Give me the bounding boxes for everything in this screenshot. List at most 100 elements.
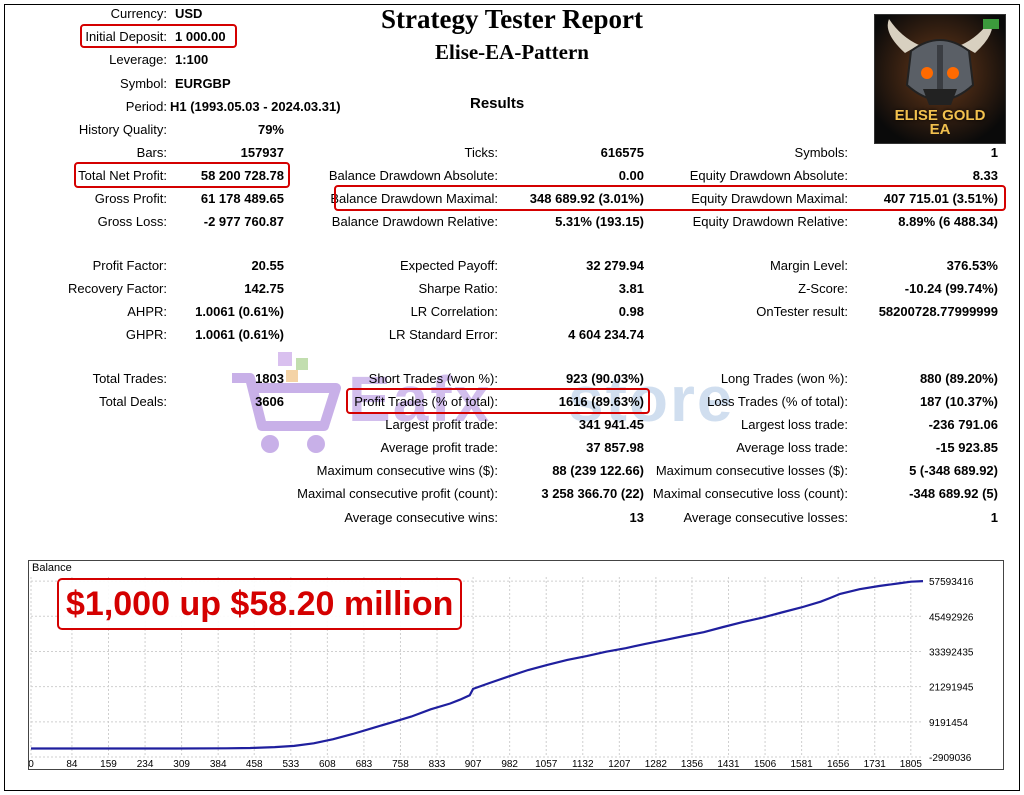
period-label: Period: (125, 99, 167, 114)
bars-label: Bars: (136, 145, 167, 160)
maximal-consec-profit-label: Maximal consecutive profit (count): (297, 486, 498, 501)
equity-dd-rel-label: Equity Drawdown Relative: (692, 214, 848, 229)
ticks-label: Ticks: (464, 145, 498, 160)
avg-consec-losses-value: 1 (990, 510, 998, 525)
logo-text-line2: EA (929, 121, 951, 138)
balance-dd-abs-label: Balance Drawdown Absolute: (328, 168, 498, 183)
watermark-text-2: store (568, 363, 735, 435)
gross-profit-label: Gross Profit: (94, 191, 167, 206)
max-consec-losses-label: Maximum consecutive losses ($): (655, 463, 848, 478)
elise-gold-logo: ELISE GOLD EA (874, 14, 1006, 144)
x-tick-label: 1057 (535, 759, 558, 769)
symbol-label: Symbol: (120, 76, 167, 91)
recovery-factor-label: Recovery Factor: (68, 281, 167, 296)
report-subtitle: Elise-EA-Pattern (435, 40, 589, 64)
symbols-value: 1 (990, 145, 998, 160)
x-tick-label: 1356 (681, 759, 704, 769)
avg-loss-label: Average loss trade: (736, 440, 848, 455)
largest-profit-value: 341 941.45 (578, 417, 644, 432)
max-consec-wins-label: Maximum consecutive wins ($): (316, 463, 498, 478)
highlight-drawdown (334, 185, 1006, 211)
highlight-net-profit (74, 162, 290, 188)
x-tick-label: 982 (501, 759, 518, 769)
highlight-profit-trades (346, 388, 650, 414)
short-trades-label: Short Trades (won %): (368, 371, 498, 386)
profit-trades-value: 1616 (89.63%) (558, 394, 644, 409)
profit-factor-label: Profit Factor: (92, 258, 167, 273)
maximal-consec-loss-label: Maximal consecutive loss (count): (652, 486, 848, 501)
x-tick-label: 234 (137, 759, 154, 769)
symbols-label: Symbols: (794, 145, 848, 160)
shopping-cart-icon (232, 352, 341, 453)
x-tick-label: 1431 (717, 759, 740, 769)
total-trades-value: 1803 (255, 371, 284, 386)
deposit-value: 1 000.00 (175, 29, 226, 44)
x-tick-label: 458 (246, 759, 263, 769)
y-tick-label: 9191454 (929, 718, 968, 729)
y-tick-label: 45492926 (929, 612, 974, 623)
watermark-text-1: Eafx (348, 363, 492, 435)
ticks-value: 616575 (600, 145, 644, 160)
gross-loss-label: Gross Loss: (97, 214, 167, 229)
gross-loss-value: -2 977 760.87 (203, 214, 284, 229)
equity-dd-abs-label: Equity Drawdown Absolute: (689, 168, 848, 183)
equity-dd-max-label: Equity Drawdown Maximal: (691, 191, 848, 206)
watermark: Eafx store (228, 348, 788, 458)
equity-dd-max-value: 407 715.01 (3.51%) (883, 191, 998, 206)
symbol-value: EURGBP (175, 76, 231, 91)
balance-series-line (31, 580, 924, 750)
maximal-consec-profit-value: 3 258 366.70 (22) (541, 486, 644, 501)
z-score-value: -10.24 (99.74%) (904, 281, 998, 296)
lr-std-error-value: 4 604 234.74 (568, 327, 644, 342)
loss-trades-value: 187 (10.37%) (919, 394, 998, 409)
y-tick-label: -2909036 (929, 753, 972, 764)
x-tick-label: 159 (100, 759, 117, 769)
currency-value: USD (175, 6, 203, 21)
lr-correlation-label: LR Correlation: (410, 304, 498, 319)
history-quality-label: History Quality: (78, 122, 167, 137)
avg-profit-value: 37 857.98 (586, 440, 644, 455)
y-tick-label: 21291945 (929, 683, 974, 694)
x-tick-label: 1282 (645, 759, 668, 769)
leverage-label: Leverage: (109, 52, 167, 67)
report-frame (4, 4, 1020, 791)
currency-label: Currency: (110, 6, 167, 21)
expected-payoff-value: 32 279.94 (586, 258, 644, 273)
history-quality-value: 79% (257, 122, 284, 137)
deposit-label: Initial Deposit: (85, 29, 167, 44)
x-tick-label: 1731 (864, 759, 887, 769)
balance-dd-max-value: 348 689.92 (3.01%) (529, 191, 644, 206)
x-tick-label: 309 (173, 759, 190, 769)
long-trades-value: 880 (89.20%) (919, 371, 998, 386)
total-trades-label: Total Trades: (92, 371, 167, 386)
avg-consec-wins-value: 13 (629, 510, 644, 525)
x-tick-label: 907 (465, 759, 482, 769)
chart-title: Balance (32, 562, 72, 574)
x-tick-label: 0 (29, 759, 34, 769)
gross-profit-value: 61 178 489.65 (200, 191, 284, 206)
x-tick-label: 758 (392, 759, 409, 769)
long-trades-label: Long Trades (won %): (720, 371, 848, 386)
equity-dd-abs-value: 8.33 (972, 168, 998, 183)
profit-trades-label: Profit Trades (% of total): (354, 394, 498, 409)
balance-dd-max-label: Balance Drawdown Maximal: (330, 191, 498, 206)
equity-dd-rel-value: 8.89% (6 488.34) (898, 214, 998, 229)
balance-dd-abs-value: 0.00 (618, 168, 644, 183)
balance-chart-svg: 57593416 45492926 33392435 21291945 9191454 -… (29, 577, 974, 769)
short-trades-value: 923 (90.03%) (565, 371, 644, 386)
avg-profit-label: Average profit trade: (380, 440, 498, 455)
ontester-label: OnTester result: (756, 304, 848, 319)
period-value: H1 (1993.05.03 - 2024.03.31) (170, 99, 341, 114)
maximal-consec-loss-value: -348 689.92 (5) (909, 486, 998, 501)
ontester-value: 58200728.77999999 (878, 304, 998, 319)
largest-loss-label: Largest loss trade: (741, 417, 848, 432)
x-tick-label: 384 (210, 759, 227, 769)
expected-payoff-label: Expected Payoff: (399, 258, 498, 273)
highlight-deposit (80, 24, 237, 48)
ahpr-value: 1.0061 (0.61%) (195, 304, 284, 319)
avg-consec-wins-label: Average consecutive wins: (344, 510, 498, 525)
ghpr-label: GHPR: (125, 327, 167, 342)
y-tick-label: 33392435 (929, 647, 974, 658)
lr-std-error-label: LR Standard Error: (388, 327, 498, 342)
ghpr-value: 1.0061 (0.61%) (195, 327, 284, 342)
